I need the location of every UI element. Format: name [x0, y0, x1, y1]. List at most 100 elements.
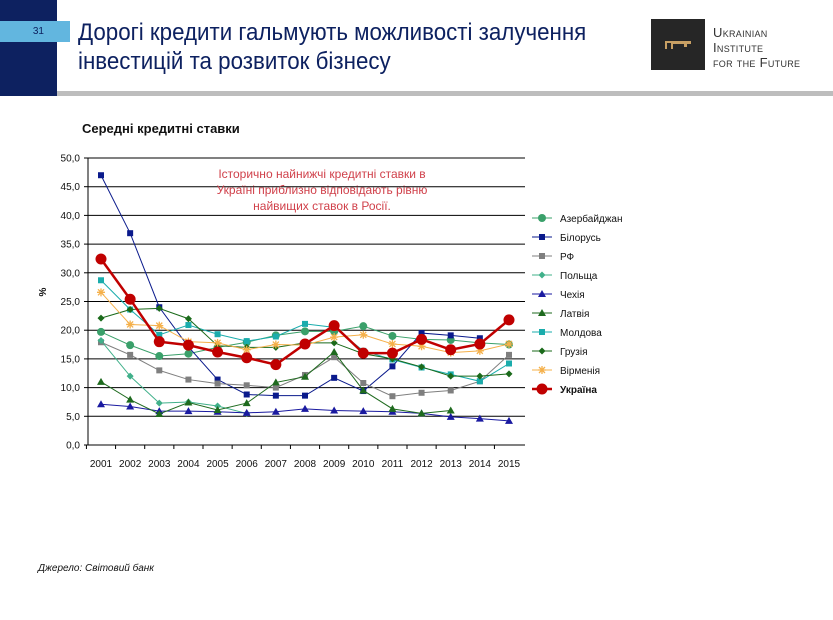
data-point — [127, 351, 134, 358]
y-tick-label: 25,0 — [61, 297, 81, 308]
data-point — [475, 414, 484, 422]
series-line — [100, 340, 247, 414]
data-point — [98, 172, 104, 179]
data-point — [182, 339, 194, 351]
data-point — [447, 332, 454, 339]
legend-marker — [538, 366, 546, 374]
y-tick-label: 30,0 — [61, 268, 81, 279]
data-point — [98, 277, 104, 284]
x-tick-label: 2012 — [410, 459, 433, 470]
data-point — [127, 230, 134, 237]
legend-marker — [538, 309, 546, 316]
legend-marker — [539, 253, 545, 259]
data-point — [97, 288, 105, 297]
data-point — [475, 346, 484, 355]
data-point — [331, 354, 338, 361]
y-tick-label: 5,0 — [66, 412, 80, 423]
data-point — [360, 380, 367, 387]
x-tick-label: 2008 — [294, 459, 317, 470]
data-point — [184, 398, 193, 406]
y-tick-label: 10,0 — [61, 383, 81, 394]
data-point — [505, 416, 513, 424]
chart-title: Середні кредитні ставки — [82, 121, 240, 136]
data-point — [97, 327, 105, 336]
legend-marker — [538, 214, 546, 222]
data-point — [330, 348, 339, 356]
data-point — [272, 384, 279, 391]
legend-label: Білорусь — [560, 233, 601, 244]
x-tick-label: 2003 — [148, 459, 171, 470]
data-point — [476, 378, 483, 385]
logo-text: Ukrainian Institute for the Future — [713, 25, 800, 70]
data-point — [156, 367, 163, 374]
data-point — [301, 404, 309, 412]
data-point — [271, 407, 280, 415]
data-point — [503, 314, 515, 326]
data-point — [153, 336, 165, 348]
data-point — [95, 253, 107, 265]
y-tick-label: 0,0 — [66, 441, 80, 452]
logo-line: Institute — [713, 40, 764, 55]
data-point — [242, 399, 251, 407]
data-point — [243, 338, 250, 345]
data-point — [447, 387, 454, 394]
data-point — [418, 389, 425, 396]
data-point — [213, 405, 222, 413]
data-point — [97, 400, 105, 408]
y-tick-label: 50,0 — [61, 154, 81, 165]
header-bar — [0, 0, 57, 96]
y-tick-label: 35,0 — [61, 240, 81, 251]
y-tick-label: 15,0 — [61, 354, 81, 365]
data-point — [359, 330, 368, 339]
chart-annotation: Історично найнижчі кредитні ставки в — [218, 167, 425, 181]
data-point — [156, 331, 163, 338]
x-tick-label: 2013 — [440, 459, 463, 470]
y-tick-label: 20,0 — [61, 326, 81, 337]
data-point — [155, 321, 164, 330]
x-tick-label: 2010 — [352, 459, 375, 470]
data-point — [270, 359, 282, 371]
title-line-1: Дорогі кредити гальмують можливості залу… — [78, 19, 587, 46]
data-point — [418, 330, 425, 337]
data-point — [97, 314, 105, 322]
data-point — [212, 346, 224, 358]
data-point — [359, 386, 368, 394]
legend-label: РФ — [560, 252, 575, 263]
legend-label: Польща — [560, 271, 598, 282]
data-point — [330, 406, 339, 414]
header-divider — [57, 91, 833, 96]
data-point — [126, 372, 134, 380]
data-point — [155, 399, 163, 407]
data-point — [302, 392, 308, 399]
y-tick-label: 40,0 — [61, 211, 81, 222]
legend-marker — [536, 383, 548, 395]
data-point — [126, 402, 135, 410]
data-point — [214, 380, 221, 387]
x-tick-label: 2005 — [206, 459, 229, 470]
data-point — [185, 322, 192, 329]
chart-annotation: найвищих ставок в Росії. — [253, 199, 391, 213]
y-axis-label: % — [38, 287, 49, 296]
x-tick-label: 2011 — [382, 459, 404, 470]
legend-marker — [539, 329, 545, 335]
data-point — [328, 320, 340, 332]
data-point — [388, 331, 397, 340]
data-point — [242, 345, 251, 354]
x-tick-label: 2006 — [236, 459, 259, 470]
data-point — [330, 339, 338, 347]
legend-label: Грузія — [560, 347, 588, 358]
logo-line: for the Future — [713, 55, 801, 70]
data-point — [97, 377, 105, 385]
data-point — [155, 352, 164, 361]
data-point — [506, 360, 512, 367]
data-point — [418, 363, 426, 371]
data-point — [155, 304, 163, 312]
data-point — [416, 333, 428, 345]
data-point — [243, 391, 250, 398]
data-point — [243, 382, 250, 389]
data-point — [388, 339, 397, 348]
data-point — [271, 378, 280, 386]
data-point — [446, 406, 455, 414]
data-point — [505, 339, 513, 348]
